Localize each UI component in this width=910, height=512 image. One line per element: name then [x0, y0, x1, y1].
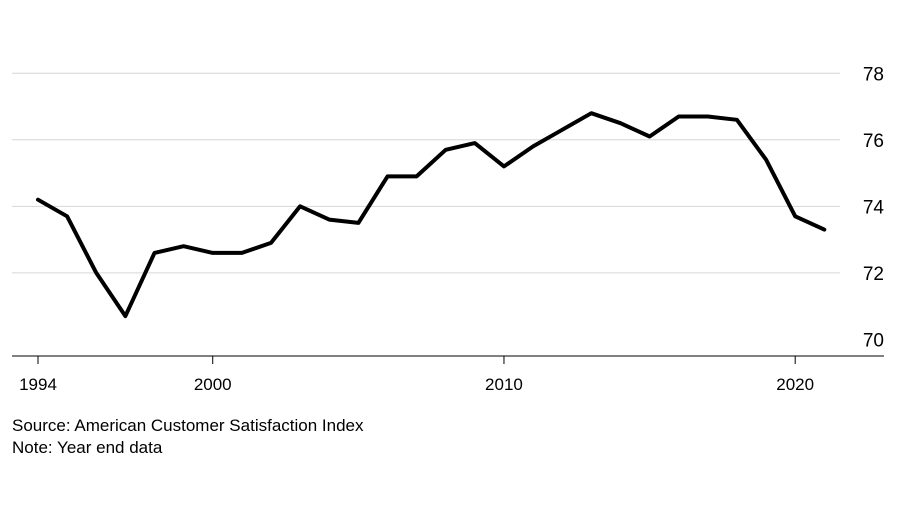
- chart-notes: Source: American Customer Satisfaction I…: [12, 415, 364, 459]
- data-note: Note: Year end data: [12, 438, 163, 457]
- series-line-0: [36, 111, 827, 319]
- x-tick-label: 2020: [776, 375, 814, 394]
- x-tick-label: 2000: [194, 375, 232, 394]
- gridlines: [12, 72, 840, 274]
- x-tick-label: 1994: [19, 375, 57, 394]
- x-tick-label: 2010: [485, 375, 523, 394]
- line-chart: 70 72 74 76 78 1994 2000 2010 2020: [12, 64, 885, 394]
- y-tick-label: 74: [863, 197, 885, 218]
- y-tick-label: 78: [863, 64, 884, 85]
- y-tick-label: 76: [863, 131, 884, 152]
- y-tick-label: 70: [863, 330, 884, 351]
- x-axis: 1994 2000 2010 2020: [12, 355, 884, 394]
- series-layer: [36, 111, 827, 319]
- y-axis-labels: 70 72 74 76 78: [863, 64, 885, 351]
- y-tick-label: 72: [863, 264, 884, 285]
- source-note: Source: American Customer Satisfaction I…: [12, 416, 364, 435]
